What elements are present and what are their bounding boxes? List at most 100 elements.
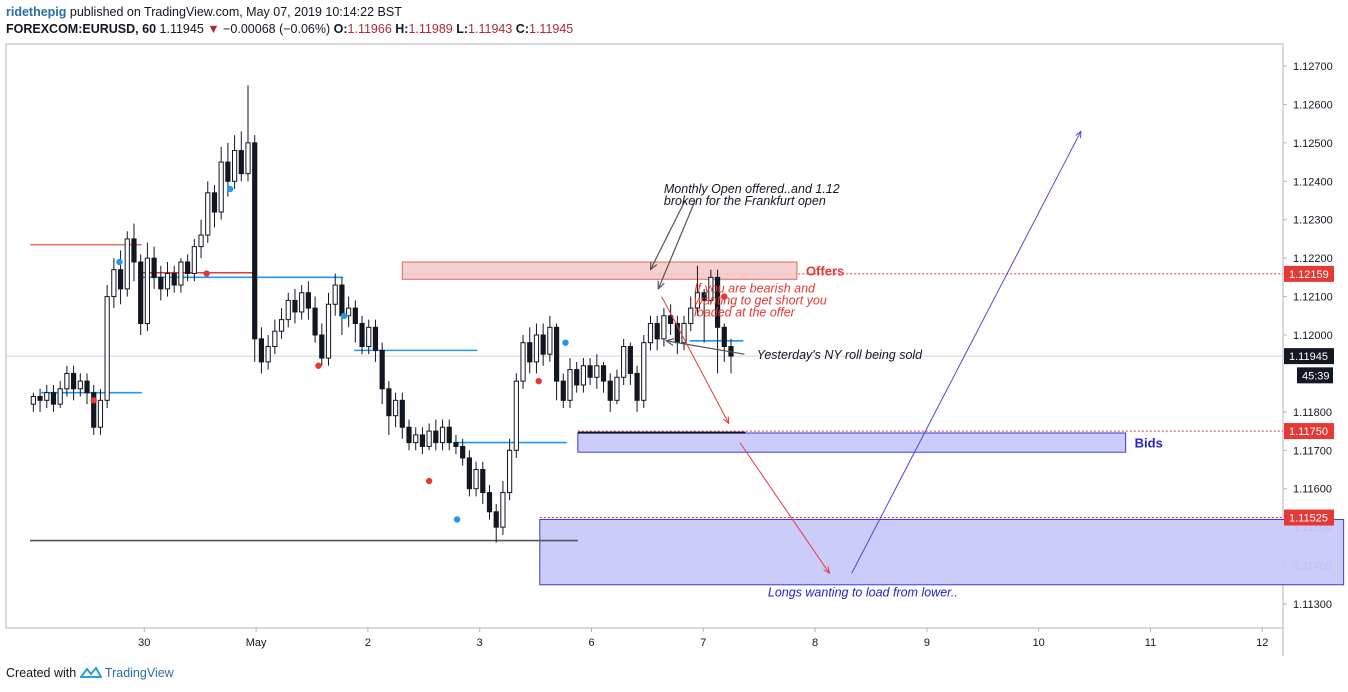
- candle-body: [587, 365, 593, 378]
- candle-body: [225, 161, 231, 182]
- x-tick-label: 8: [812, 637, 818, 649]
- candle: [104, 285, 110, 409]
- candle-body: [30, 395, 36, 405]
- candle-body: [97, 399, 104, 428]
- candle: [372, 319, 379, 362]
- candle-body: [547, 326, 553, 355]
- candle: [292, 288, 298, 324]
- price-label-box: [1284, 423, 1334, 440]
- candle: [500, 481, 506, 535]
- candle: [77, 373, 83, 397]
- candle: [359, 315, 365, 355]
- y-tick-label: 1.12500: [1293, 138, 1333, 150]
- candle: [299, 285, 305, 320]
- candle-body: [426, 430, 432, 447]
- candle: [185, 254, 191, 282]
- candle-body: [486, 492, 493, 513]
- candle: [654, 315, 660, 351]
- open-label: O:: [333, 22, 348, 36]
- candle-body: [466, 457, 472, 490]
- annotation-arrow: [658, 200, 696, 289]
- note-ny-roll: Yesterday's NY roll being sold: [757, 348, 923, 362]
- publish-info: published on TradingView.com, May 07, 20…: [69, 5, 402, 19]
- candle-body: [272, 330, 278, 348]
- candle-body: [238, 150, 244, 175]
- candle: [553, 323, 560, 401]
- candle-body: [164, 273, 171, 290]
- x-tick-label: 12: [1256, 637, 1268, 649]
- candle-body: [661, 315, 667, 340]
- candle: [560, 373, 566, 409]
- candle: [312, 296, 318, 343]
- footer: Created with TradingView: [6, 666, 174, 680]
- x-tick-label: May: [246, 637, 267, 649]
- candle: [30, 392, 36, 412]
- candle: [587, 358, 593, 385]
- candle: [594, 354, 600, 389]
- candle-body: [352, 307, 358, 324]
- candle-body: [460, 445, 466, 459]
- candle: [580, 358, 587, 393]
- candle-body: [265, 346, 271, 363]
- candle-body: [668, 315, 674, 324]
- candle: [527, 327, 533, 374]
- tradingview-brand[interactable]: TradingView: [104, 666, 174, 680]
- candle: [44, 384, 50, 409]
- candle: [178, 258, 184, 293]
- candle: [627, 342, 633, 385]
- x-tick-label: 7: [700, 637, 706, 649]
- candle: [480, 461, 486, 505]
- annotation-arrow: [666, 341, 745, 355]
- fractal-marker: [340, 312, 348, 319]
- candle: [466, 450, 472, 497]
- price-label-box: [1284, 509, 1334, 526]
- candle: [171, 265, 177, 293]
- price-label-box: [1284, 348, 1334, 365]
- candle: [64, 365, 70, 397]
- candle: [158, 265, 164, 301]
- candle: [493, 504, 499, 543]
- candle: [346, 296, 352, 328]
- candle: [507, 438, 513, 501]
- candle-body: [574, 369, 580, 386]
- candle-body: [634, 372, 640, 401]
- candle: [386, 381, 392, 435]
- candle: [513, 373, 519, 458]
- candle: [486, 484, 493, 520]
- candle-body: [540, 334, 546, 355]
- candle-body: [57, 388, 63, 405]
- candle-body: [379, 349, 385, 390]
- candle: [621, 338, 627, 385]
- author-name[interactable]: ridethepig: [6, 5, 67, 19]
- candle-body: [339, 284, 345, 317]
- bids-zone-upper: [577, 432, 1127, 453]
- price-label-box: [1284, 265, 1334, 282]
- candle-body: [647, 322, 654, 344]
- candle-body: [50, 392, 57, 405]
- candle-body: [366, 326, 372, 348]
- candle: [426, 423, 432, 451]
- tradingview-logo-icon: [78, 666, 103, 678]
- price-label-text: 1.11525: [1289, 513, 1328, 525]
- candle: [647, 315, 654, 351]
- candle: [278, 308, 285, 339]
- candle-body: [419, 434, 426, 447]
- candle: [238, 131, 244, 182]
- price-label-text: 1.11945: [1289, 351, 1328, 363]
- candle: [151, 246, 157, 289]
- candle-body: [171, 273, 177, 286]
- candle-body: [600, 365, 607, 382]
- candle: [419, 427, 426, 455]
- candle: [641, 335, 647, 409]
- x-tick-label: 10: [1033, 637, 1045, 649]
- candle-body: [185, 261, 191, 275]
- fractal-marker: [535, 377, 542, 385]
- x-tick-label: 11: [1145, 637, 1156, 649]
- candle: [574, 361, 580, 393]
- candle-body: [627, 346, 633, 374]
- candle: [460, 438, 466, 466]
- candle: [231, 135, 238, 189]
- candle-body: [500, 492, 506, 528]
- fractal-marker: [90, 397, 97, 404]
